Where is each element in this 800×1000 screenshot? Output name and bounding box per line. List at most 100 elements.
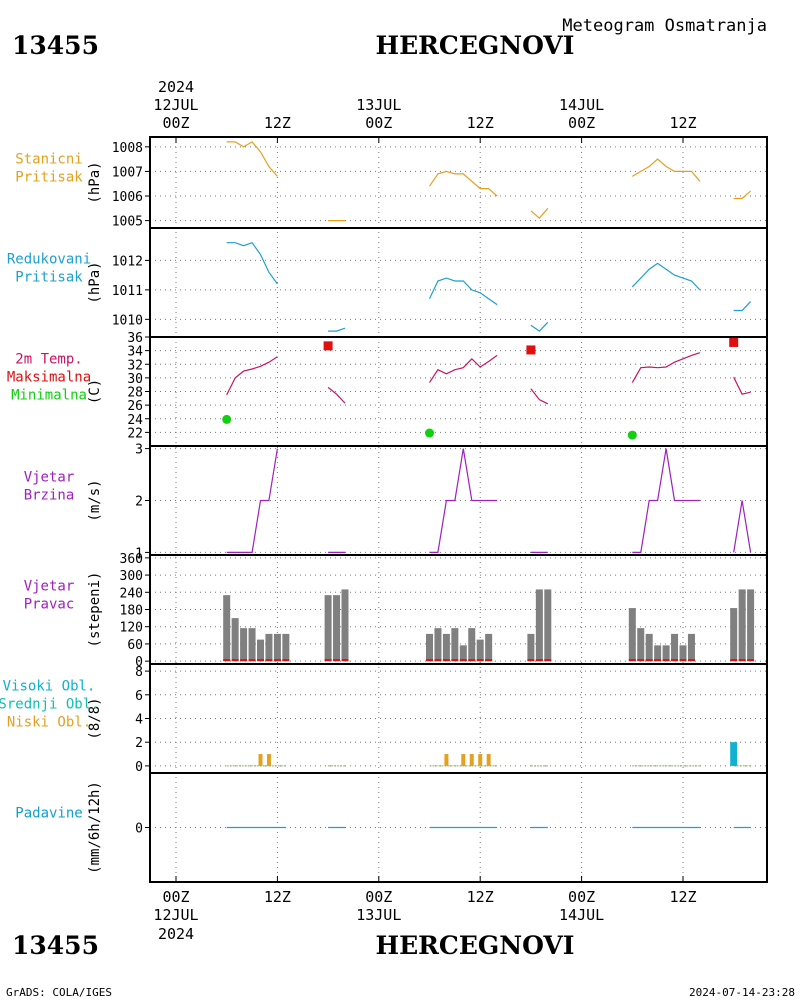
station-pressure-ytick-label: 1008 bbox=[112, 141, 143, 156]
bottom-hour-label: 12Z bbox=[669, 888, 696, 906]
wind-direction-bar bbox=[240, 628, 248, 662]
wind-direction-bar bbox=[544, 589, 552, 662]
temperature-label: Maksimalna bbox=[7, 370, 91, 386]
wind-direction-bar bbox=[628, 608, 636, 662]
wind-speed-ytick-label: 2 bbox=[135, 495, 143, 510]
precipitation-panel-frame bbox=[149, 772, 768, 883]
sea-pressure-label: Redukovani bbox=[7, 252, 91, 268]
clouds-label: Srednji Obl. bbox=[0, 697, 100, 713]
temperature-ytick-label: 30 bbox=[127, 372, 143, 387]
bottom-hour-label: 00Z bbox=[568, 888, 595, 906]
wind-direction-bar bbox=[434, 628, 442, 662]
wind-direction-ytick-label: 300 bbox=[120, 569, 143, 584]
wind-direction-bar bbox=[324, 595, 332, 662]
top-hour-label: 00Z bbox=[365, 114, 392, 132]
sea-pressure-series-line bbox=[226, 241, 278, 285]
wind-direction-ytick-label: 240 bbox=[120, 586, 143, 601]
top-date-label: 12JUL bbox=[153, 96, 198, 114]
bottom-hour-label: 00Z bbox=[365, 888, 392, 906]
wind-direction-bar bbox=[273, 633, 281, 662]
header-station-id: 13455 bbox=[12, 31, 99, 60]
bottom-hour-label: 00Z bbox=[162, 888, 189, 906]
wind-speed-label: Vjetar bbox=[24, 470, 75, 486]
tmin-marker bbox=[425, 428, 434, 438]
wind-direction-bar bbox=[231, 618, 239, 662]
wind-direction-bar bbox=[654, 645, 662, 662]
bottom-hour-label: 12Z bbox=[467, 888, 494, 906]
tmin-marker bbox=[222, 414, 232, 424]
wind-direction-bar bbox=[527, 633, 535, 662]
clouds-panel-frame bbox=[149, 663, 768, 774]
top-date-label: 13JUL bbox=[356, 96, 401, 114]
wind-direction-bar bbox=[223, 595, 231, 662]
station-pressure-series-line bbox=[733, 190, 751, 200]
wind-direction-bar bbox=[485, 633, 493, 662]
station-pressure-label: Stanicni bbox=[15, 152, 82, 168]
wind-speed-series-line bbox=[429, 448, 498, 554]
wind-direction-bar bbox=[341, 589, 349, 662]
bottom-date-label: 14JUL bbox=[559, 906, 604, 924]
temperature-ylabel: (C) bbox=[87, 379, 103, 404]
header-station-name: HERCEGNOVI bbox=[375, 31, 574, 60]
wind-direction-bar bbox=[459, 645, 467, 662]
temperature-ytick-label: 28 bbox=[127, 386, 143, 401]
wind-direction-bar bbox=[426, 633, 433, 662]
sea-pressure-ytick-label: 1010 bbox=[112, 313, 143, 328]
clouds-ytick-label: 8 bbox=[135, 665, 143, 680]
clouds-ytick-label: 2 bbox=[135, 736, 143, 751]
top-hour-label: 00Z bbox=[568, 114, 595, 132]
low-cloud-bar bbox=[444, 754, 449, 766]
wind-direction-bar bbox=[451, 628, 459, 662]
sea-pressure-series-line bbox=[530, 321, 549, 332]
temperature-series-line bbox=[327, 386, 346, 404]
wind-direction-bar bbox=[645, 633, 653, 662]
wind-direction-ylabel: (stepeni) bbox=[87, 572, 103, 648]
wind-direction-bar bbox=[282, 633, 290, 662]
sea-pressure-panel-frame bbox=[149, 227, 768, 338]
wind-direction-bar bbox=[687, 633, 695, 662]
wind-direction-bar bbox=[730, 608, 738, 662]
top-hour-label: 12Z bbox=[467, 114, 494, 132]
temperature-ytick-label: 34 bbox=[127, 345, 143, 360]
station-pressure-series-line bbox=[631, 158, 701, 182]
bottom-date-label: 12JUL bbox=[153, 906, 198, 924]
temperature-ytick-label: 36 bbox=[127, 331, 143, 346]
low-cloud-bar bbox=[461, 754, 466, 766]
wind-direction-bar bbox=[637, 628, 645, 662]
temperature-series-line bbox=[530, 388, 549, 405]
wind-direction-ytick-label: 0 bbox=[135, 655, 143, 670]
clouds-ytick-label: 4 bbox=[135, 713, 143, 728]
station-pressure-series-line bbox=[530, 207, 549, 220]
low-cloud-bar bbox=[469, 754, 474, 766]
wind-speed-ytick-label: 1 bbox=[135, 546, 143, 561]
wind-speed-label: Brzina bbox=[24, 488, 75, 504]
temperature-series-line bbox=[631, 352, 701, 383]
wind-speed-ylabel: (m/s) bbox=[87, 479, 103, 521]
station-pressure-label: Pritisak bbox=[15, 170, 83, 186]
wind-direction-bar bbox=[248, 628, 256, 662]
station-pressure-ytick-label: 1006 bbox=[112, 190, 143, 205]
sea-pressure-label: Pritisak bbox=[15, 270, 83, 286]
high-cloud-bar bbox=[730, 742, 738, 766]
temperature-panel-frame bbox=[149, 336, 768, 447]
low-cloud-bar bbox=[266, 754, 271, 766]
precipitation-ytick-label: 0 bbox=[135, 822, 143, 837]
wind-direction-bar bbox=[679, 645, 687, 662]
wind-direction-bar bbox=[333, 595, 341, 662]
top-hour-label: 12Z bbox=[264, 114, 291, 132]
temperature-series-line bbox=[733, 376, 751, 395]
station-pressure-ytick-label: 1007 bbox=[112, 165, 143, 180]
wind-speed-series-line bbox=[733, 500, 752, 553]
station-pressure-ytick-label: 1005 bbox=[112, 215, 143, 230]
clouds-ytick-label: 6 bbox=[135, 689, 143, 704]
sea-pressure-ytick-label: 1012 bbox=[112, 254, 143, 269]
low-cloud-bar bbox=[478, 754, 483, 766]
sea-pressure-series-line bbox=[428, 277, 498, 306]
temperature-label: 2m Temp. bbox=[15, 352, 82, 368]
tmax-marker bbox=[526, 345, 536, 355]
wind-direction-bar bbox=[265, 633, 273, 662]
clouds-ylabel: (8/8) bbox=[87, 697, 103, 739]
wind-direction-ytick-label: 360 bbox=[120, 552, 143, 567]
bottom-date-label: 13JUL bbox=[356, 906, 401, 924]
temperature-label: Minimalna bbox=[11, 388, 87, 404]
